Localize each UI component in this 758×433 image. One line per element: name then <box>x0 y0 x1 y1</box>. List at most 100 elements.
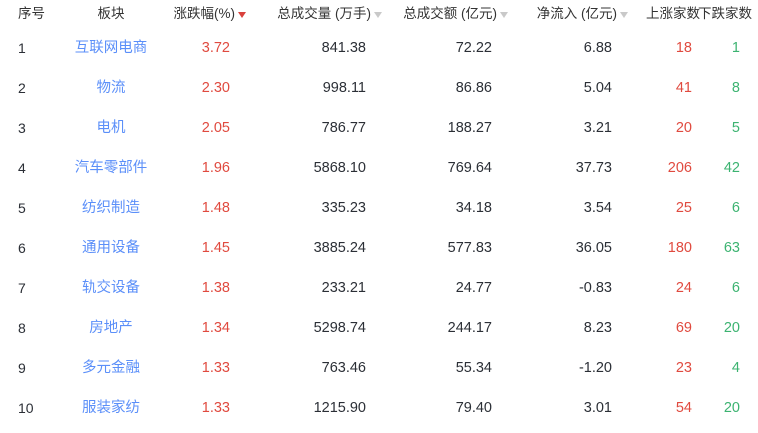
cell-turnover: 244.17 <box>396 308 522 348</box>
cell-sector[interactable]: 物流 <box>52 68 170 108</box>
cell-rank: 6 <box>0 228 52 268</box>
cell-net-inflow: 37.73 <box>522 148 642 188</box>
table-body: 1 互联网电商 3.72 841.38 72.22 6.88 18 1 2 物流… <box>0 28 758 428</box>
cell-sector[interactable]: 汽车零部件 <box>52 148 170 188</box>
sector-link[interactable]: 电机 <box>96 120 126 136</box>
column-header-up-count-label: 上涨家数 <box>646 6 700 22</box>
sort-caret-down-icon-turnover[interactable] <box>500 12 508 18</box>
cell-volume: 5868.10 <box>260 148 396 188</box>
sector-link[interactable]: 房地产 <box>89 320 133 336</box>
table-row[interactable]: 1 互联网电商 3.72 841.38 72.22 6.88 18 1 <box>0 28 758 68</box>
cell-down-count: 20 <box>704 388 758 428</box>
column-header-net-inflow[interactable]: 净流入 (亿元) <box>522 0 642 28</box>
cell-volume: 1215.90 <box>260 388 396 428</box>
cell-net-inflow: -1.20 <box>522 348 642 388</box>
column-header-sector-label: 板块 <box>97 6 125 22</box>
cell-down-count: 42 <box>704 148 758 188</box>
cell-sector[interactable]: 电机 <box>52 108 170 148</box>
table-header: 序号 板块 涨跌幅(%) 总成交量 (万手) <box>0 0 758 28</box>
cell-turnover: 188.27 <box>396 108 522 148</box>
sort-caret-down-icon-change-pct[interactable] <box>238 12 246 18</box>
cell-rank: 10 <box>0 388 52 428</box>
cell-up-count: 41 <box>642 68 704 108</box>
column-header-change-pct-label: 涨跌幅(%) <box>173 6 236 22</box>
cell-net-inflow: -0.83 <box>522 268 642 308</box>
cell-change-pct: 1.45 <box>170 228 260 268</box>
cell-turnover: 72.22 <box>396 28 522 68</box>
cell-change-pct: 3.72 <box>170 28 260 68</box>
cell-turnover: 577.83 <box>396 228 522 268</box>
cell-rank: 8 <box>0 308 52 348</box>
column-header-turnover-label: 总成交额 (亿元) <box>403 6 497 22</box>
cell-net-inflow: 5.04 <box>522 68 642 108</box>
cell-turnover: 24.77 <box>396 268 522 308</box>
cell-net-inflow: 36.05 <box>522 228 642 268</box>
table-row[interactable]: 6 通用设备 1.45 3885.24 577.83 36.05 180 63 <box>0 228 758 268</box>
table-row[interactable]: 8 房地产 1.34 5298.74 244.17 8.23 69 20 <box>0 308 758 348</box>
column-header-turnover[interactable]: 总成交额 (亿元) <box>396 0 522 28</box>
cell-change-pct: 1.33 <box>170 348 260 388</box>
cell-net-inflow: 8.23 <box>522 308 642 348</box>
column-header-down-count-label: 下跌家数 <box>698 6 752 22</box>
cell-change-pct: 1.38 <box>170 268 260 308</box>
column-header-volume[interactable]: 总成交量 (万手) <box>260 0 396 28</box>
column-header-volume-label: 总成交量 (万手) <box>277 6 371 22</box>
cell-volume: 998.11 <box>260 68 396 108</box>
cell-change-pct: 1.34 <box>170 308 260 348</box>
cell-sector[interactable]: 服装家纺 <box>52 388 170 428</box>
cell-volume: 841.38 <box>260 28 396 68</box>
table-row[interactable]: 9 多元金融 1.33 763.46 55.34 -1.20 23 4 <box>0 348 758 388</box>
cell-sector[interactable]: 互联网电商 <box>52 28 170 68</box>
table-row[interactable]: 7 轨交设备 1.38 233.21 24.77 -0.83 24 6 <box>0 268 758 308</box>
sector-link[interactable]: 服装家纺 <box>82 400 140 416</box>
cell-down-count: 63 <box>704 228 758 268</box>
cell-up-count: 180 <box>642 228 704 268</box>
table-row[interactable]: 10 服装家纺 1.33 1215.90 79.40 3.01 54 20 <box>0 388 758 428</box>
sector-link[interactable]: 汽车零部件 <box>74 160 148 176</box>
cell-net-inflow: 3.01 <box>522 388 642 428</box>
cell-volume: 786.77 <box>260 108 396 148</box>
cell-change-pct: 2.30 <box>170 68 260 108</box>
cell-sector[interactable]: 纺织制造 <box>52 188 170 228</box>
sector-link[interactable]: 通用设备 <box>82 240 140 256</box>
cell-sector[interactable]: 多元金融 <box>52 348 170 388</box>
column-header-change-pct[interactable]: 涨跌幅(%) <box>170 0 260 28</box>
cell-turnover: 769.64 <box>396 148 522 188</box>
cell-volume: 5298.74 <box>260 308 396 348</box>
sector-link[interactable]: 纺织制造 <box>82 200 140 216</box>
cell-down-count: 20 <box>704 308 758 348</box>
sort-caret-down-icon-volume[interactable] <box>374 12 382 18</box>
table-header-row: 序号 板块 涨跌幅(%) 总成交量 (万手) <box>0 0 758 28</box>
cell-rank: 2 <box>0 68 52 108</box>
sort-caret-down-icon-net-inflow[interactable] <box>620 12 628 18</box>
cell-up-count: 23 <box>642 348 704 388</box>
cell-sector[interactable]: 轨交设备 <box>52 268 170 308</box>
column-header-rank-label: 序号 <box>18 6 45 22</box>
sector-link[interactable]: 多元金融 <box>82 360 140 376</box>
cell-volume: 335.23 <box>260 188 396 228</box>
cell-down-count: 8 <box>704 68 758 108</box>
cell-sector[interactable]: 通用设备 <box>52 228 170 268</box>
cell-rank: 7 <box>0 268 52 308</box>
cell-rank: 4 <box>0 148 52 188</box>
cell-down-count: 1 <box>704 28 758 68</box>
table-row[interactable]: 5 纺织制造 1.48 335.23 34.18 3.54 25 6 <box>0 188 758 228</box>
cell-sector[interactable]: 房地产 <box>52 308 170 348</box>
cell-volume: 3885.24 <box>260 228 396 268</box>
column-header-net-inflow-label: 净流入 (亿元) <box>536 6 617 22</box>
sector-link[interactable]: 互联网电商 <box>74 40 148 56</box>
table-row[interactable]: 4 汽车零部件 1.96 5868.10 769.64 37.73 206 42 <box>0 148 758 188</box>
cell-volume: 233.21 <box>260 268 396 308</box>
cell-turnover: 86.86 <box>396 68 522 108</box>
cell-volume: 763.46 <box>260 348 396 388</box>
sector-link[interactable]: 轨交设备 <box>82 280 140 296</box>
cell-rank: 9 <box>0 348 52 388</box>
cell-down-count: 6 <box>704 268 758 308</box>
sector-link[interactable]: 物流 <box>96 80 126 96</box>
cell-up-count: 54 <box>642 388 704 428</box>
table-row[interactable]: 3 电机 2.05 786.77 188.27 3.21 20 5 <box>0 108 758 148</box>
cell-net-inflow: 3.54 <box>522 188 642 228</box>
cell-up-count: 20 <box>642 108 704 148</box>
table-row[interactable]: 2 物流 2.30 998.11 86.86 5.04 41 8 <box>0 68 758 108</box>
